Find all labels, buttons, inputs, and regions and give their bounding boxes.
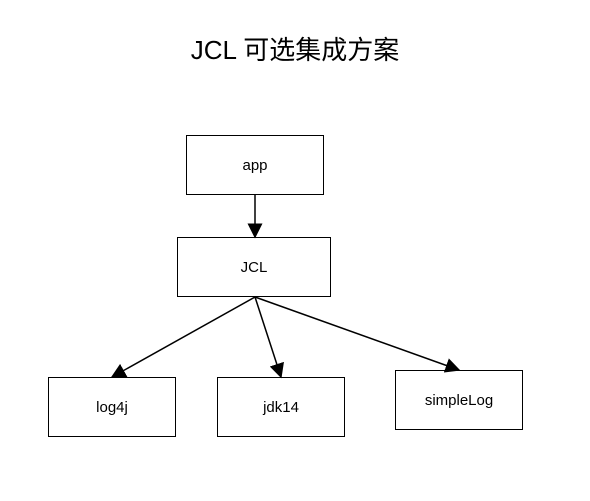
node-label: JCL bbox=[241, 259, 268, 276]
node-jcl: JCL bbox=[177, 237, 331, 297]
node-label: simpleLog bbox=[425, 392, 493, 409]
node-label: jdk14 bbox=[263, 399, 299, 416]
node-app: app bbox=[186, 135, 324, 195]
node-jdk14: jdk14 bbox=[217, 377, 345, 437]
node-label: log4j bbox=[96, 399, 128, 416]
node-log4j: log4j bbox=[48, 377, 176, 437]
node-label: app bbox=[242, 157, 267, 174]
diagram-title: JCL 可选集成方案 bbox=[191, 30, 400, 67]
node-simplelog: simpleLog bbox=[395, 370, 523, 430]
